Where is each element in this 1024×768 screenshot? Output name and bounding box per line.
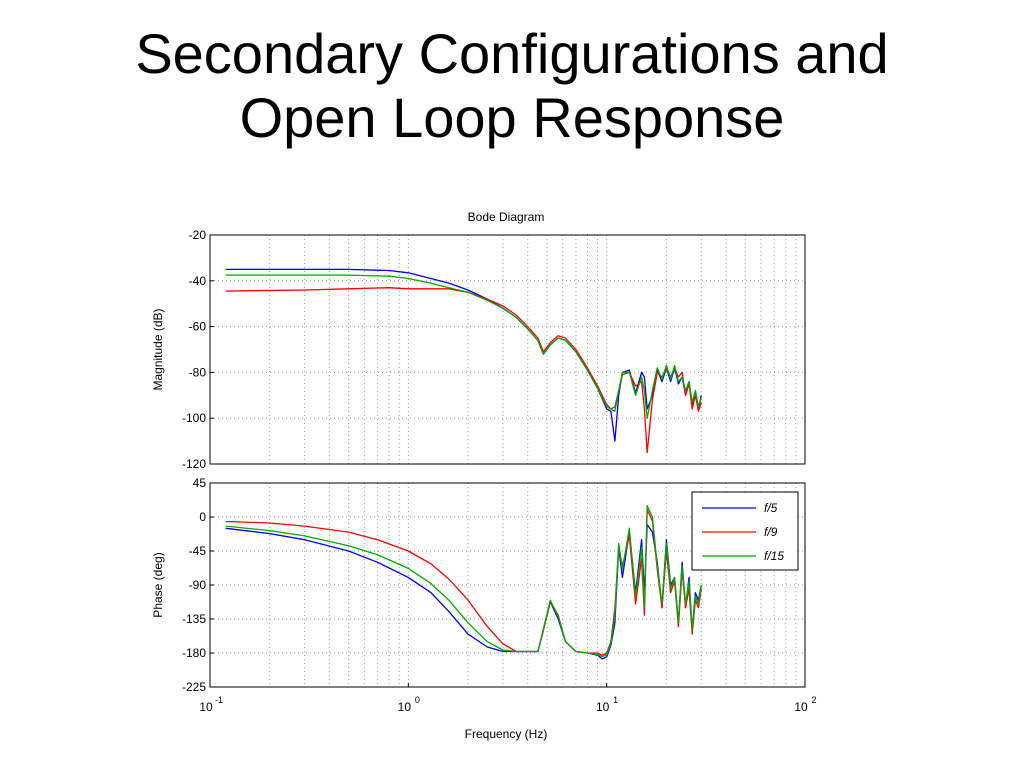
x-tick-base: 10 — [398, 700, 412, 714]
ph-y-tick-label: -135 — [182, 612, 206, 626]
x-tick-exponent: 2 — [811, 695, 816, 705]
slide-title-line-1: Secondary Configurations and — [135, 22, 889, 85]
x-tick-base: 10 — [199, 700, 213, 714]
ph-y-tick-label: -225 — [182, 680, 206, 694]
ph-y-tick-label: 45 — [193, 476, 207, 490]
legend-box — [691, 491, 799, 571]
mag-series-f15-line — [225, 274, 702, 419]
phase-lines — [225, 505, 702, 660]
phase-y-axis-label: Phase (deg) — [151, 552, 165, 617]
x-tick-base: 10 — [596, 700, 610, 714]
magnitude-lines — [225, 268, 702, 454]
legend-label-f9: f/9 — [764, 525, 778, 539]
x-tick-exponent: -1 — [215, 695, 223, 705]
ph-series-f15-line — [225, 505, 702, 658]
ph-y-tick-label: 0 — [199, 510, 206, 524]
phase-y-ticks: 45 0 -45 -90 -135 -180 -225 — [182, 476, 214, 694]
chart-title: Bode Diagram — [468, 210, 545, 224]
x-axis-label: Frequency (Hz) — [465, 727, 548, 741]
mag-y-tick-label: -100 — [182, 411, 206, 425]
slide-title: Secondary Configurations and Open Loop R… — [0, 22, 1024, 150]
x-tick-exponent: 0 — [415, 695, 420, 705]
magnitude-plot: -20 -40 -60 -80 -100 -120 Magnitude (dB) — [151, 228, 806, 471]
frequency-x-ticks: 10 -1 10 0 10 1 10 2 — [199, 683, 817, 714]
ph-y-tick-label: -180 — [182, 646, 206, 660]
legend-label-f5: f/5 — [764, 501, 778, 515]
mag-y-tick-label: -60 — [189, 320, 207, 334]
magnitude-axes-frame — [209, 234, 806, 465]
mag-y-tick-label: -80 — [189, 365, 207, 379]
mag-y-tick-label: -20 — [189, 228, 207, 242]
ph-y-tick-label: -90 — [189, 578, 207, 592]
magnitude-y-axis-label: Magnitude (dB) — [151, 308, 165, 390]
ph-y-tick-label: -45 — [189, 544, 207, 558]
legend-label-f15: f/15 — [764, 549, 784, 563]
magnitude-y-ticks: -20 -40 -60 -80 -100 -120 — [182, 228, 214, 471]
figure-background — [142, 203, 832, 755]
x-tick-base: 10 — [794, 700, 808, 714]
slide-title-line-2: Open Loop Response — [239, 86, 785, 149]
phase-plot: 450-45-90-135-180-225 Phase (deg) 10 -1 10… — [151, 476, 817, 741]
x-tick-exponent: 1 — [613, 695, 618, 705]
legend: f/5 f/9 f/15 — [691, 491, 799, 571]
mag-y-tick-label: -120 — [182, 457, 206, 471]
mag-y-tick-label: -40 — [189, 274, 207, 288]
